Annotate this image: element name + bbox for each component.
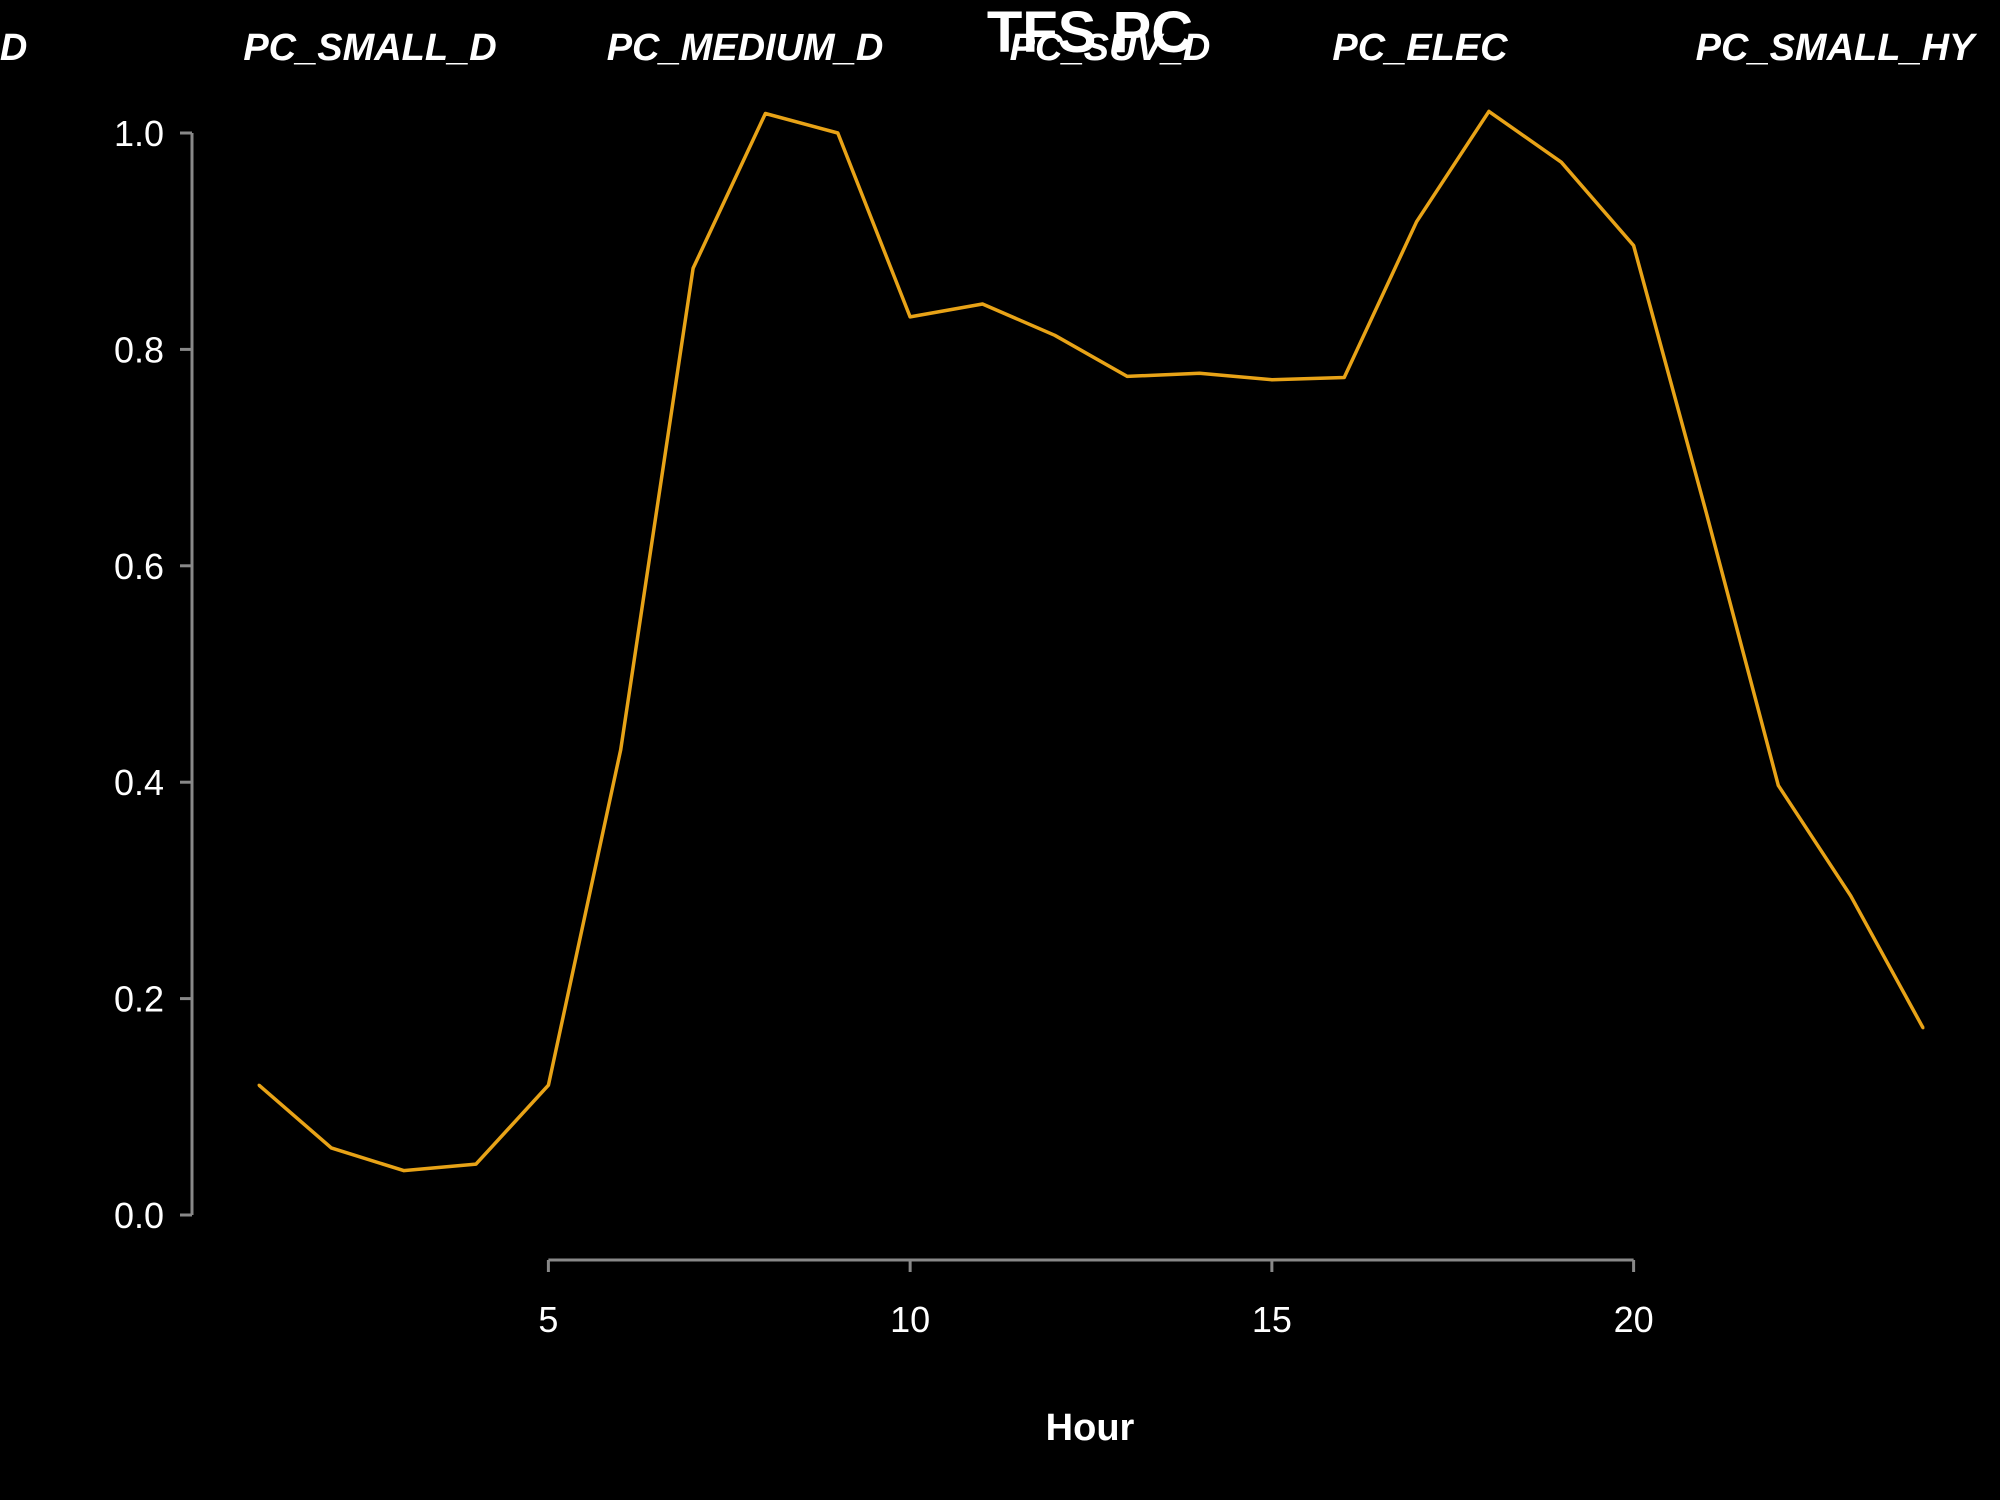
- data-point: [1921, 1026, 1925, 1030]
- header-label-pc-small-hy: PC_SMALL_HY: [1696, 27, 1978, 69]
- data-point: [1270, 378, 1274, 382]
- data-point: [1849, 894, 1853, 898]
- header-label-pc-elec: PC_ELEC: [1332, 27, 1508, 69]
- y-tick-label: 0.0: [114, 1195, 164, 1236]
- x-tick-label: 20: [1614, 1299, 1654, 1340]
- x-tick-label: 10: [890, 1299, 930, 1340]
- data-point: [908, 315, 912, 319]
- data-point: [836, 131, 840, 135]
- data-point: [691, 266, 695, 270]
- chart-title: TFS PC: [987, 0, 1193, 65]
- data-point: [1342, 376, 1346, 380]
- y-tick-label: 0.8: [114, 329, 164, 370]
- x-axis-label: Hour: [1046, 1407, 1135, 1449]
- data-point: [1487, 109, 1491, 113]
- data-point: [1198, 371, 1202, 375]
- data-point: [474, 1162, 478, 1166]
- series-line-0: [257, 109, 1925, 1173]
- y-tick-label: 0.6: [114, 546, 164, 587]
- data-point: [980, 302, 984, 306]
- x-tick-label: 5: [538, 1299, 558, 1340]
- y-tick-label: 0.2: [114, 979, 164, 1020]
- x-axis: 5 10 15 20: [538, 1258, 1654, 1340]
- y-axis: 0.0 0.2 0.4 0.6 0.8 1.0: [114, 113, 194, 1236]
- data-point: [1415, 220, 1419, 224]
- data-point: [1559, 160, 1563, 164]
- data-point: [1704, 510, 1708, 514]
- data-point: [329, 1146, 333, 1150]
- data-point: [1053, 333, 1057, 337]
- data-point: [257, 1083, 261, 1087]
- header-label-ni-d: NI_D: [0, 27, 27, 69]
- data-point: [1632, 244, 1636, 248]
- data-point: [763, 112, 767, 116]
- data-point: [619, 748, 623, 752]
- plot-area: [257, 109, 1925, 1173]
- y-tick-label: 0.4: [114, 762, 164, 803]
- series-header-labels: NI_D PC_SMALL_D PC_MEDIUM_D PC_SUV_D PC_ELEC…: [0, 27, 1978, 69]
- data-point: [1776, 783, 1780, 787]
- data-point: [546, 1083, 550, 1087]
- data-point: [1125, 374, 1129, 378]
- header-label-pc-medium-d: PC_MEDIUM_D: [607, 27, 884, 69]
- data-point: [402, 1169, 406, 1173]
- y-tick-label: 1.0: [114, 113, 164, 154]
- header-label-pc-small-d: PC_SMALL_D: [243, 27, 496, 69]
- header-label-pc-suv-d: PC_SUV_D: [1010, 27, 1211, 69]
- x-tick-label: 15: [1252, 1299, 1292, 1340]
